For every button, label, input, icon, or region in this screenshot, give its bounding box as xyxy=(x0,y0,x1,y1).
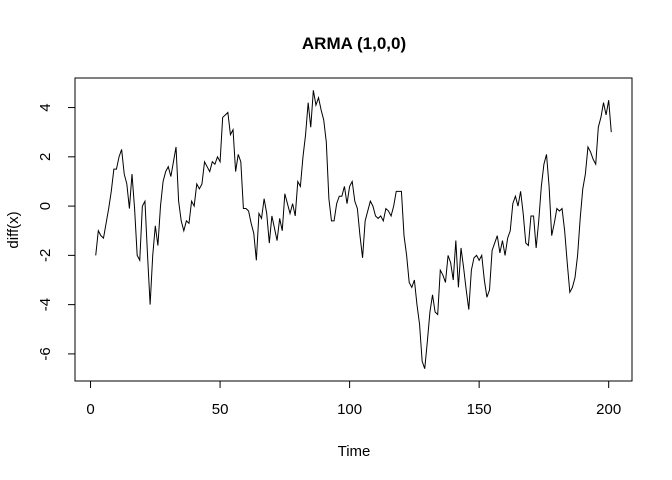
x-axis-label: Time xyxy=(338,443,371,460)
series-line xyxy=(95,90,612,369)
y-tick-label: -6 xyxy=(37,347,54,360)
x-tick-label: 200 xyxy=(596,401,621,418)
x-tick-label: 150 xyxy=(467,401,492,418)
y-axis-label: diff(x) xyxy=(5,211,22,248)
x-tick-label: 50 xyxy=(212,401,229,418)
y-tick-label: 0 xyxy=(37,202,54,210)
x-tick-label: 0 xyxy=(86,401,94,418)
y-tick-label: -4 xyxy=(37,298,54,311)
y-tick-label: 4 xyxy=(37,103,54,111)
chart-title: ARMA (1,0,0) xyxy=(302,34,406,53)
y-tick-label: -2 xyxy=(37,249,54,262)
y-tick-label: 2 xyxy=(37,153,54,161)
x-tick-label: 100 xyxy=(337,401,362,418)
